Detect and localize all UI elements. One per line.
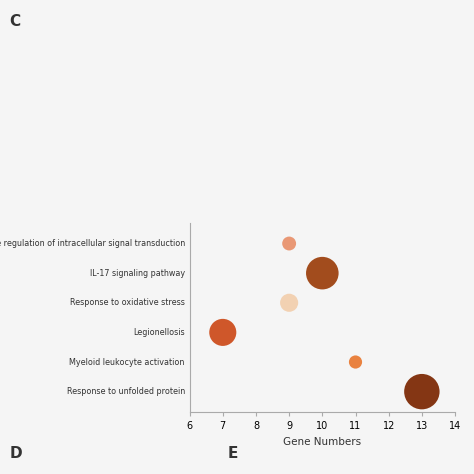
Point <box>352 358 359 366</box>
Point <box>219 328 227 336</box>
Text: Response to oxidative stress: Response to oxidative stress <box>70 298 185 307</box>
Point <box>418 388 426 395</box>
Text: Legionellosis: Legionellosis <box>133 328 185 337</box>
X-axis label: Gene Numbers: Gene Numbers <box>283 437 361 447</box>
Text: C: C <box>9 14 20 29</box>
Text: E: E <box>228 446 238 461</box>
Text: D: D <box>9 446 22 461</box>
Text: IL-17 signaling pathway: IL-17 signaling pathway <box>90 269 185 278</box>
Text: Myeloid leukocyte activation: Myeloid leukocyte activation <box>70 357 185 366</box>
Point <box>319 269 326 277</box>
Point <box>285 299 293 307</box>
Text: Negative regulation of intracellular signal transduction: Negative regulation of intracellular sig… <box>0 239 185 248</box>
Point <box>285 240 293 247</box>
Text: Response to unfolded protein: Response to unfolded protein <box>67 387 185 396</box>
